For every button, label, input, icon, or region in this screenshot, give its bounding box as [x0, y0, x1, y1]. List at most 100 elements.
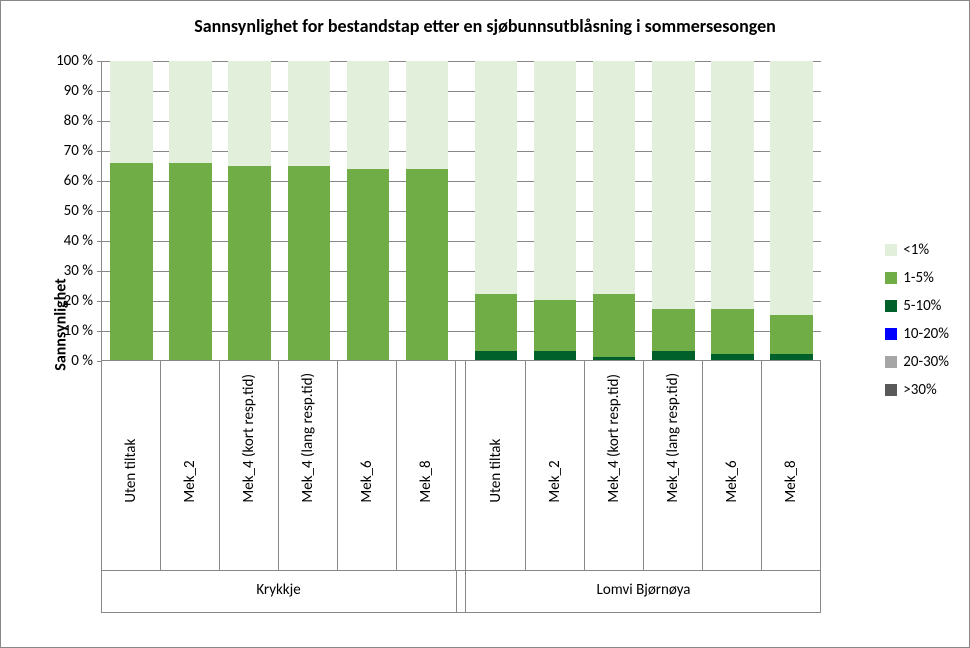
bar-segment-p1_5 [652, 309, 695, 351]
y-tick-label: 20 % [41, 292, 93, 310]
bar-segment-p1_5 [711, 309, 754, 354]
y-tick-label: 90 % [41, 82, 93, 100]
bar-column [338, 61, 397, 360]
bar-segment-p5_10 [534, 351, 577, 360]
x-tick-label: Mek_8 [397, 363, 456, 503]
x-tick-label: Mek_6 [703, 363, 762, 503]
bar [534, 61, 577, 360]
bar-segment-p5_10 [711, 354, 754, 360]
bar-segment-lt1 [711, 61, 754, 309]
bar [288, 61, 331, 360]
y-tick-label: 0 % [41, 352, 93, 370]
bar [770, 61, 813, 360]
legend-label: <1% [903, 241, 929, 259]
bar-segment-p5_10 [770, 354, 813, 360]
bar-column [762, 61, 821, 360]
bar-segment-p1_5 [169, 163, 212, 360]
y-tick-label: 100 % [41, 52, 93, 70]
bar-segment-lt1 [475, 61, 518, 294]
x-tick-labels: Uten tiltakMek_2Mek_4 (kort resp.tid)Mek… [101, 363, 821, 503]
legend: <1% 1-5% 5-10% 10-20% 20-30% >30% [885, 241, 949, 409]
plot-region [101, 61, 821, 361]
bar-column [585, 61, 644, 360]
x-tick-label: Mek_4 (kort resp.tid) [584, 363, 643, 503]
group-label: Krykkje [101, 581, 456, 599]
bar-segment-lt1 [770, 61, 813, 315]
bar-segment-lt1 [534, 61, 577, 300]
bar-column [161, 61, 220, 360]
bar-segment-lt1 [593, 61, 636, 294]
bar [593, 61, 636, 360]
bar [406, 61, 449, 360]
bar-segment-lt1 [406, 61, 449, 169]
legend-item: 10-20% [885, 325, 949, 343]
bar-segment-lt1 [288, 61, 331, 166]
bar-segment-p1_5 [534, 300, 577, 351]
bar-segment-p1_5 [475, 294, 518, 351]
bar-segment-lt1 [347, 61, 390, 169]
bar-column [466, 61, 525, 360]
bar [652, 61, 695, 360]
x-tick-label: Mek_8 [762, 363, 821, 503]
bar-segment-p1_5 [288, 166, 331, 360]
bars-container [102, 61, 821, 360]
x-tick-label: Mek_4 (lang resp.tid) [279, 363, 338, 503]
y-tick-label: 80 % [41, 112, 93, 130]
bar [347, 61, 390, 360]
bar-segment-lt1 [228, 61, 271, 166]
bar-segment-lt1 [110, 61, 153, 163]
x-tick-label: Uten tiltak [466, 363, 525, 503]
bar-segment-lt1 [169, 61, 212, 163]
legend-item: 1-5% [885, 269, 949, 287]
y-tick-label: 60 % [41, 172, 93, 190]
bar [475, 61, 518, 360]
group-labels: Krykkje Lomvi Bjørnøya [101, 581, 821, 599]
bar-segment-p1_5 [228, 166, 271, 360]
bar-segment-p1_5 [347, 169, 390, 360]
bar-column [220, 61, 279, 360]
legend-label: 10-20% [903, 325, 949, 343]
legend-label: >30% [903, 381, 936, 399]
y-tick-label: 10 % [41, 322, 93, 340]
y-tick-label: 50 % [41, 202, 93, 220]
bar-segment-lt1 [652, 61, 695, 309]
x-tick-label: Mek_4 (kort resp.tid) [219, 363, 278, 503]
legend-item: 20-30% [885, 353, 949, 371]
legend-item: 5-10% [885, 297, 949, 315]
chart-title: Sannsynlighet for bestandstap etter en s… [1, 15, 969, 37]
bar-column [397, 61, 456, 360]
group-label: Lomvi Bjørnøya [466, 581, 821, 599]
legend-swatch [885, 328, 897, 340]
y-tick-label: 30 % [41, 262, 93, 280]
bar-segment-p1_5 [110, 163, 153, 360]
x-tick-label: Mek_2 [160, 363, 219, 503]
legend-item: <1% [885, 241, 949, 259]
bar-column [102, 61, 161, 360]
x-tick-label: Uten tiltak [101, 363, 160, 503]
bar-segment-p1_5 [593, 294, 636, 357]
bar-column [526, 61, 585, 360]
bar-segment-p1_5 [770, 315, 813, 354]
bar [169, 61, 212, 360]
bar-column [279, 61, 338, 360]
legend-label: 1-5% [903, 269, 934, 287]
legend-swatch [885, 300, 897, 312]
bar-segment-p5_10 [593, 357, 636, 360]
y-tick-label: 70 % [41, 142, 93, 160]
legend-swatch [885, 356, 897, 368]
legend-item: >30% [885, 381, 949, 399]
x-tick-label: Mek_2 [525, 363, 584, 503]
x-tick-label: Mek_6 [338, 363, 397, 503]
legend-label: 5-10% [903, 297, 941, 315]
y-tick-label: 40 % [41, 232, 93, 250]
legend-swatch [885, 244, 897, 256]
bar-segment-p5_10 [475, 351, 518, 360]
bar [110, 61, 153, 360]
bar-column [703, 61, 762, 360]
legend-label: 20-30% [903, 353, 949, 371]
legend-swatch [885, 384, 897, 396]
x-tick-label: Mek_4 (lang resp.tid) [644, 363, 703, 503]
legend-swatch [885, 272, 897, 284]
chart-frame: Sannsynlighet for bestandstap etter en s… [0, 0, 970, 648]
bar [228, 61, 271, 360]
